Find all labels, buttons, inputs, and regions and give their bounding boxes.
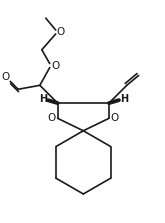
Text: O: O xyxy=(48,113,56,123)
Text: H: H xyxy=(120,94,128,104)
Text: O: O xyxy=(51,61,60,70)
Text: O: O xyxy=(111,113,119,123)
Text: O: O xyxy=(1,72,9,83)
Text: O: O xyxy=(56,27,65,37)
Text: H: H xyxy=(39,94,47,104)
